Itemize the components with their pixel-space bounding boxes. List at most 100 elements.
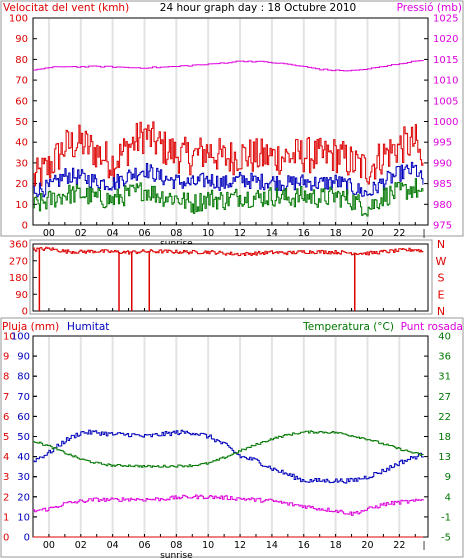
pressure-y-axis-tick-3: 1010 xyxy=(433,76,458,87)
humidity-y-axis-tick-9: 10 xyxy=(17,512,30,523)
rain-y-axis-tick-0: 10 xyxy=(3,332,16,343)
rain-y-axis-tick-1: 9 xyxy=(3,352,9,363)
wind-y-axis-tick-1: 90 xyxy=(15,34,28,45)
humidity-y-axis-tick-5: 50 xyxy=(17,432,30,443)
wind-y-axis-tick-0: 100 xyxy=(9,14,28,25)
rain-y-axis-tick-8: 2 xyxy=(3,492,9,503)
x-tick-label-0-10: 20 xyxy=(361,228,373,239)
direction-y-axis-tick-3: 90 xyxy=(15,290,28,301)
wind-panel-series-3 xyxy=(33,60,424,72)
wind-y-axis-tick-2: 80 xyxy=(15,55,28,66)
temperature-y-axis-tick-2: 31 xyxy=(438,372,451,383)
wind-y-axis-tick-9: 10 xyxy=(15,200,28,211)
wind-y-axis-tick-5: 50 xyxy=(15,117,28,128)
rain-y-axis-tick-5: 5 xyxy=(3,432,9,443)
temperature-y-axis-tick-1: 36 xyxy=(438,352,451,363)
rain-title: Pluja (mm) xyxy=(2,321,59,333)
x-tick-label-2-2: 04 xyxy=(107,540,119,551)
direction-y-axis-tick-0: 360 xyxy=(9,240,28,251)
wind-y-axis-tick-4: 60 xyxy=(15,96,28,107)
wind-panel-series-2 xyxy=(33,178,424,217)
direction-y-axis-tick-2: 180 xyxy=(9,273,28,284)
x-tick-label-2-1: 02 xyxy=(75,540,87,551)
x-tick-label-0-2: 04 xyxy=(107,228,119,239)
plot-area-2 xyxy=(32,335,429,538)
pressure-y-axis-tick-5: 1000 xyxy=(433,117,458,128)
wind-y-axis-tick-8: 20 xyxy=(15,179,28,190)
x-tick-label-2-6: 12 xyxy=(234,540,246,551)
pressure-y-axis-tick-8: 985 xyxy=(433,179,452,190)
pressure-y-axis-tick-7: 990 xyxy=(433,158,452,169)
direction-y-axis-tick-4: 0 xyxy=(22,307,28,318)
x-tick-label-0-3: 06 xyxy=(138,228,150,239)
rain-y-axis-tick-4: 6 xyxy=(3,412,9,423)
humidity-y-axis-tick-1: 90 xyxy=(17,352,30,363)
compass-label-1: W xyxy=(436,255,447,268)
x-tick-label-0-9: 18 xyxy=(330,228,342,239)
pressure-y-axis-tick-1: 1020 xyxy=(433,34,458,45)
x-tick-label-0-5: 10 xyxy=(202,228,214,239)
bottom-panel-series-2 xyxy=(33,494,424,516)
temperature-y-axis-tick-10: -5 xyxy=(441,533,451,544)
compass-label-3: E xyxy=(438,288,445,301)
bottom-panel-series-1 xyxy=(33,430,424,468)
bottom-panel-series-0 xyxy=(33,429,424,484)
graph-day-title: 24 hour graph day : 18 Octubre 2010 xyxy=(160,2,356,14)
pressure-title: Pressió (mb) xyxy=(397,2,462,14)
x-tick-label-0-11: 22 xyxy=(393,228,405,239)
x-tick-label-2-8: 16 xyxy=(298,540,310,551)
x-tick-label-2-10: 20 xyxy=(361,540,373,551)
sunrise-label-2: sunrise xyxy=(160,551,193,559)
rain-y-axis-tick-7: 3 xyxy=(3,472,9,483)
dew-point-title: Punt rosada xyxy=(401,321,463,333)
compass-label-0: N xyxy=(437,238,445,251)
pressure-y-axis-tick-6: 995 xyxy=(433,138,452,149)
x-tick-label-0-1: 02 xyxy=(75,228,87,239)
humidity-y-axis-tick-7: 30 xyxy=(17,472,30,483)
rain-y-axis-tick-9: 1 xyxy=(3,512,9,523)
x-end-marker-2: | xyxy=(422,541,425,551)
x-end-marker-0: | xyxy=(422,229,425,239)
rain-y-axis-tick-10: 0 xyxy=(3,533,9,544)
rain-y-axis-tick-3: 7 xyxy=(3,392,9,403)
humidity-y-axis-tick-0: 100 xyxy=(11,332,30,343)
plot-area-1 xyxy=(32,243,429,312)
humidity-y-axis-tick-6: 40 xyxy=(17,452,30,463)
x-tick-label-2-7: 14 xyxy=(266,540,278,551)
x-tick-label-0-6: 12 xyxy=(234,228,246,239)
temperature-title: Temperatura (°C) xyxy=(302,321,394,333)
temperature-y-axis-tick-7: 9 xyxy=(445,472,451,483)
x-tick-label-0-7: 14 xyxy=(266,228,278,239)
x-tick-label-2-9: 18 xyxy=(330,540,342,551)
x-tick-label-0-4: 08 xyxy=(170,228,182,239)
bottom-panel-frame xyxy=(0,317,464,558)
humidity-y-axis-tick-3: 70 xyxy=(17,392,30,403)
x-tick-label-0-8: 16 xyxy=(298,228,310,239)
x-tick-label-0-0: 00 xyxy=(43,228,55,239)
humidity-title: Humitat xyxy=(67,321,109,333)
wind-y-axis-tick-6: 40 xyxy=(15,138,28,149)
x-tick-label-2-0: 00 xyxy=(43,540,55,551)
pressure-y-axis-tick-10: 975 xyxy=(433,221,452,232)
chart-panels: 000204060810121416182022sunrise|10090807… xyxy=(3,14,458,559)
direction-y-axis-tick-1: 270 xyxy=(9,256,28,267)
x-tick-label-2-4: 08 xyxy=(170,540,182,551)
wind-panel-series-1 xyxy=(33,161,424,198)
temperature-y-axis-tick-6: 13 xyxy=(438,452,451,463)
pressure-y-axis-tick-9: 980 xyxy=(433,200,452,211)
humidity-y-axis-tick-8: 20 xyxy=(17,492,30,503)
pressure-y-axis-tick-0: 1025 xyxy=(433,14,458,25)
x-tick-label-2-3: 06 xyxy=(138,540,150,551)
wind-y-axis-tick-3: 70 xyxy=(15,76,28,87)
x-tick-label-2-5: 10 xyxy=(202,540,214,551)
compass-label-4: N xyxy=(437,305,445,318)
direction-series-0 xyxy=(33,246,424,257)
temperature-y-axis-tick-5: 18 xyxy=(438,432,451,443)
wind-speed-title: Velocitat del vent (kmh) xyxy=(3,2,129,14)
rain-y-axis-tick-2: 8 xyxy=(3,372,9,383)
wind-panel-series-0 xyxy=(33,121,424,187)
temperature-y-axis-tick-9: -1 xyxy=(441,512,451,523)
wind-y-axis-tick-7: 30 xyxy=(15,158,28,169)
temperature-y-axis-tick-3: 27 xyxy=(438,392,451,403)
